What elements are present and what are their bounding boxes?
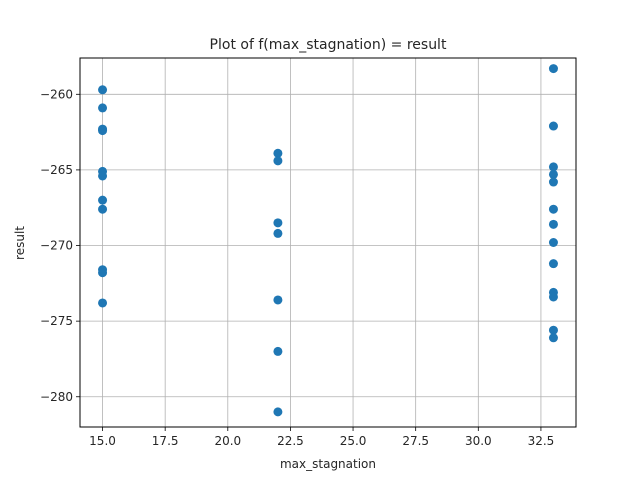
scatter-point <box>98 126 108 136</box>
scatter-point <box>273 218 283 228</box>
scatter-point <box>548 204 558 214</box>
x-tick-label: 32.5 <box>528 434 555 448</box>
x-axis-label: max_stagnation <box>280 457 376 471</box>
scatter-point <box>548 333 558 343</box>
scatter-point <box>98 85 108 95</box>
scatter-point <box>273 148 283 158</box>
scatter-point <box>548 162 558 172</box>
x-axis-ticks: 15.0 17.5 20.0 22.5 25.0 27.5 30.0 32.5 <box>89 427 554 448</box>
scatter-point <box>273 407 283 417</box>
y-tick-label: −275 <box>40 314 73 328</box>
scatter-point <box>273 156 283 166</box>
grid-lines <box>80 58 576 427</box>
scatter-point <box>548 64 558 74</box>
scatter-point <box>548 219 558 229</box>
scatter-point <box>548 177 558 187</box>
scatter-point <box>548 259 558 269</box>
scatter-point <box>98 268 108 278</box>
x-tick-label: 25.0 <box>340 434 367 448</box>
data-points <box>98 64 558 417</box>
y-axis-ticks: −260 −265 −270 −275 −280 <box>40 87 80 404</box>
x-tick-label: 17.5 <box>152 434 179 448</box>
chart-title: Plot of f(max_stagnation) = result <box>210 37 447 53</box>
scatter-point <box>548 325 558 335</box>
scatter-point <box>98 204 108 214</box>
x-tick-label: 22.5 <box>277 434 304 448</box>
scatter-point <box>548 238 558 247</box>
x-tick-label: 20.0 <box>214 434 241 448</box>
scatter-point <box>548 121 558 131</box>
scatter-point <box>98 298 108 308</box>
y-tick-label: −280 <box>40 390 73 404</box>
y-tick-label: −265 <box>40 163 73 177</box>
x-tick-label: 27.5 <box>402 434 429 448</box>
scatter-point <box>273 346 283 356</box>
y-tick-label: −270 <box>40 239 73 253</box>
scatter-point <box>548 292 558 302</box>
scatter-point <box>273 295 283 305</box>
scatter-point <box>98 171 108 181</box>
scatter-point <box>273 228 283 238</box>
y-axis-label: result <box>13 226 27 260</box>
scatter-point <box>548 169 558 179</box>
plot-frame <box>79 57 577 428</box>
y-tick-label: −260 <box>40 87 73 101</box>
scatter-point <box>98 195 108 205</box>
x-tick-label: 15.0 <box>89 434 116 448</box>
scatter-point <box>98 103 108 113</box>
x-tick-label: 30.0 <box>465 434 492 448</box>
